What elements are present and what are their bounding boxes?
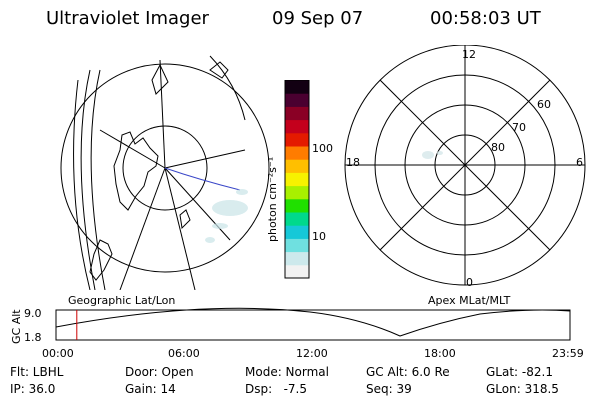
lat-arc-outer-2 bbox=[80, 69, 96, 290]
lat-arc-outer-3 bbox=[73, 79, 91, 290]
altitude-tick-1-8: 1.8 bbox=[24, 331, 42, 344]
x-tick-0600: 06:00 bbox=[168, 347, 200, 360]
coastline-2 bbox=[89, 239, 113, 281]
mlt-label-12: 12 bbox=[462, 48, 476, 61]
x-tick-1800: 18:00 bbox=[424, 347, 456, 360]
colorbar-segment bbox=[285, 198, 309, 213]
mlt-label-18: 18 bbox=[346, 156, 360, 169]
coastline-4 bbox=[179, 209, 191, 230]
aurora-patches bbox=[205, 189, 248, 243]
mlt-label-6: 6 bbox=[576, 156, 583, 169]
info-ip: IP: 36.0 bbox=[10, 382, 56, 396]
colorbar-tick-10: 10 bbox=[312, 230, 326, 243]
colorbar-unit-label: photon cm⁻²s⁻¹ bbox=[266, 156, 279, 242]
date-label: 09 Sep 07 bbox=[272, 8, 364, 29]
geographic-map bbox=[60, 55, 270, 290]
meridian-2 bbox=[99, 129, 166, 169]
colorbar-segment bbox=[285, 119, 309, 134]
lat-label-60: 60 bbox=[537, 98, 551, 111]
geo-map-label: Geographic Lat/Lon bbox=[68, 294, 176, 307]
meridian-5 bbox=[164, 149, 246, 169]
colorbar-segment bbox=[285, 146, 309, 160]
colorbar-segment bbox=[285, 251, 309, 266]
altitude-strip: GC Alt 9.0 1.8 bbox=[10, 307, 571, 344]
lat-circle-mid bbox=[60, 63, 270, 273]
colorbar-segment bbox=[285, 264, 309, 279]
colorbar-segment bbox=[285, 132, 309, 147]
lat-label-80: 80 bbox=[491, 141, 505, 154]
colorbar-segment bbox=[285, 93, 309, 107]
info-filter: Flt: LBHL bbox=[10, 365, 64, 379]
info-door: Door: Open bbox=[125, 365, 194, 379]
altitude-tick-9: 9.0 bbox=[24, 307, 42, 320]
x-tick-1200: 12:00 bbox=[296, 347, 328, 360]
altitude-curve bbox=[55, 307, 571, 337]
x-tick-0000: 00:00 bbox=[42, 347, 74, 360]
info-glon: GLon: 318.5 bbox=[486, 382, 559, 396]
polar-plot bbox=[344, 45, 586, 286]
lat-arc-outer-1 bbox=[90, 69, 106, 290]
colorbar-tick-100: 100 bbox=[312, 142, 333, 155]
polar-plot-label: Apex MLat/MLT bbox=[428, 294, 511, 307]
info-dsp: Dsp: -7.5 bbox=[245, 382, 308, 396]
colorbar-segments bbox=[285, 80, 309, 279]
polar-aurora-patches bbox=[422, 151, 443, 159]
coastline-5 bbox=[209, 61, 229, 79]
lat-arc-outer-4 bbox=[209, 55, 246, 121]
x-tick-2359: 23:59 bbox=[552, 347, 584, 360]
info-gain: Gain: 14 bbox=[125, 382, 176, 396]
colorbar-segment bbox=[285, 225, 309, 239]
meridian-3 bbox=[119, 167, 166, 290]
lat-circle-inner bbox=[122, 125, 208, 211]
colorbar-segment bbox=[285, 106, 309, 121]
altitude-frame bbox=[55, 309, 571, 341]
mlt-label-0: 0 bbox=[466, 276, 473, 289]
info-glat: GLat: -82.1 bbox=[486, 365, 553, 379]
meridian-4 bbox=[164, 167, 196, 290]
info-mode: Mode: Normal bbox=[245, 365, 329, 379]
coastline-1 bbox=[113, 131, 159, 211]
info-gc-alt: GC Alt: 6.0 Re bbox=[366, 365, 450, 379]
altitude-axis-label: GC Alt bbox=[10, 309, 23, 344]
terminator-line bbox=[164, 167, 241, 191]
colorbar-segment bbox=[285, 185, 309, 200]
colorbar-segment bbox=[285, 212, 309, 226]
colorbar bbox=[284, 80, 310, 279]
colorbar-segment bbox=[285, 80, 309, 94]
info-seq: Seq: 39 bbox=[366, 382, 412, 396]
time-label: 00:58:03 UT bbox=[430, 8, 541, 29]
lat-label-70: 70 bbox=[512, 121, 526, 134]
colorbar-segment bbox=[285, 159, 309, 173]
polar-diagonal-2 bbox=[379, 79, 551, 251]
colorbar-segment bbox=[285, 238, 309, 253]
app-title: Ultraviolet Imager bbox=[46, 8, 209, 29]
meridian-1 bbox=[159, 59, 166, 169]
colorbar-segment bbox=[285, 172, 309, 187]
coastline-3 bbox=[151, 63, 169, 95]
